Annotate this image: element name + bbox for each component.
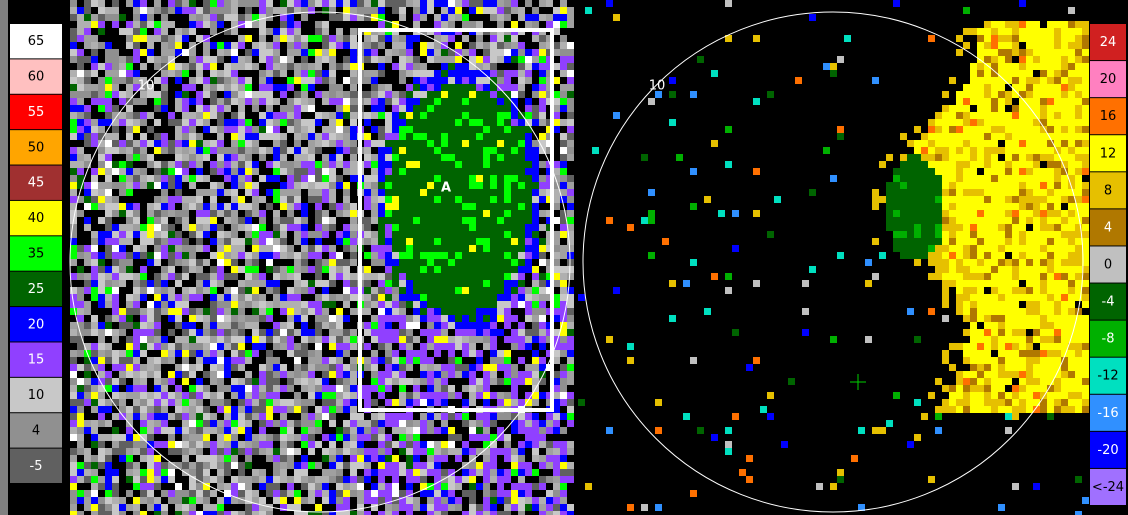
legend-swatch: [10, 448, 62, 483]
range-ring: [69, 11, 571, 513]
legend-label: 16: [1100, 109, 1117, 124]
legend-swatch: [10, 413, 62, 448]
legend-label: -8: [1102, 332, 1115, 347]
radar-center: [850, 374, 866, 390]
legend-swatch: [1090, 246, 1126, 283]
range-label: 10: [649, 79, 666, 94]
legend-label: -12: [1097, 369, 1118, 384]
range-label: 10: [138, 79, 155, 94]
legend-label: -4: [1102, 295, 1115, 310]
legend-swatch: [1090, 283, 1126, 320]
left-frame: [0, 0, 8, 515]
legend-label: 8: [1104, 183, 1112, 198]
legend-label: 12: [1100, 146, 1117, 161]
legend-swatch: [1090, 209, 1126, 246]
legend-swatch: [1090, 320, 1126, 357]
legend-label: 0: [1104, 258, 1112, 273]
legend-swatch: [10, 59, 62, 94]
reflectivity-field: [70, 0, 574, 515]
legend-swatch: [1090, 135, 1126, 172]
radar-cells: [70, 0, 574, 515]
legend-swatch: [10, 236, 62, 271]
radar-cells: [70, 0, 574, 515]
radar-cells: [70, 7, 567, 515]
range-ring: [582, 11, 1084, 513]
legend-swatch: [10, 200, 62, 236]
legend-swatch: [1090, 431, 1126, 468]
legend-swatch: [1090, 357, 1126, 394]
radar-cells: [70, 0, 574, 515]
legend-swatch: [1090, 61, 1126, 98]
legend-label: 4: [32, 423, 40, 438]
legend-swatch: [10, 130, 62, 165]
legend-label: 40: [28, 211, 45, 226]
legend-label: 10: [28, 388, 45, 403]
legend-swatch: [1090, 98, 1126, 135]
legend: 24 20 16 12 8 4 0 -4 -8 -12 -16 -20 <-24: [1090, 24, 1126, 505]
legend-swatch: [10, 271, 62, 307]
legend-label: 55: [28, 105, 45, 120]
legend-swatch: [1090, 172, 1126, 209]
legend-label: 20: [28, 317, 45, 332]
legend-label: 60: [28, 70, 45, 85]
legend-label: 45: [28, 176, 45, 191]
legend-label: 65: [28, 34, 45, 49]
legend-swatch: [10, 307, 62, 342]
legend-label: 20: [1100, 72, 1117, 87]
legend: 65 60 55 50 45 40 35 25 20 15 10 4 -5: [10, 24, 62, 483]
legend-swatch: [1090, 24, 1126, 61]
legend-swatch: [10, 377, 62, 413]
radar-cells: [70, 0, 574, 515]
legend-label: -20: [1097, 443, 1118, 458]
legend-label: <-24: [1092, 480, 1124, 495]
highlight-box: [358, 28, 554, 412]
legend-swatch: [10, 24, 62, 59]
legend-swatch: [10, 165, 62, 200]
annotation: A: [441, 181, 451, 196]
legend-label: 25: [28, 282, 45, 297]
legend-label: -5: [30, 459, 43, 474]
velocity-field: [578, 0, 1089, 515]
legend-swatch: [1090, 394, 1126, 431]
legend-label: 24: [1100, 35, 1117, 50]
legend-label: -16: [1097, 406, 1118, 421]
legend-label: 50: [28, 140, 45, 155]
radar-cells: [935, 21, 1089, 413]
legend-swatch: [10, 94, 62, 130]
legend-label: 35: [28, 247, 45, 262]
legend-label: 15: [28, 353, 45, 368]
legend-swatch: [1090, 468, 1126, 505]
legend-swatch: [10, 342, 62, 377]
legend-label: 4: [1104, 220, 1112, 235]
